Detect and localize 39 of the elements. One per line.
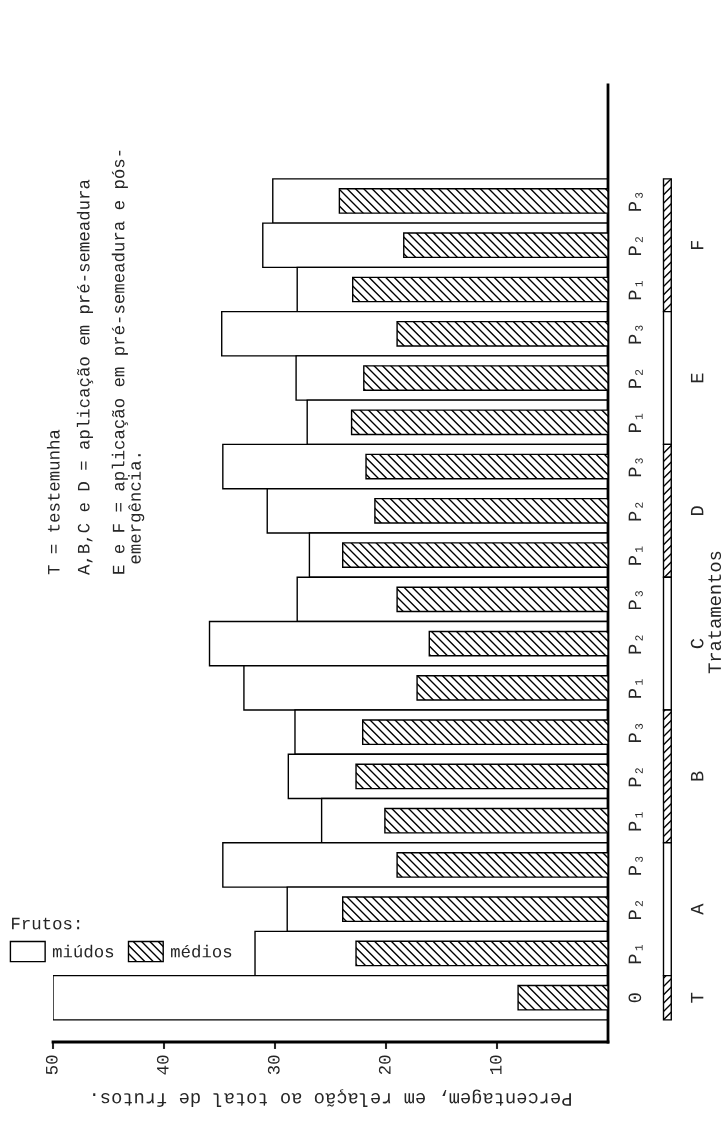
text: A xyxy=(690,903,704,915)
y-tick-label: P₃ xyxy=(628,192,643,211)
y-tick-label: P₁ xyxy=(628,812,643,831)
x-tick-label: 40 xyxy=(156,1055,169,1075)
y-tick-label: P₂ xyxy=(628,237,643,256)
x-tick-label: 10 xyxy=(489,1055,502,1075)
annotation: A,B,C e D = aplicação em pré-semeadura xyxy=(76,179,94,575)
y-tick-label: P₁ xyxy=(628,280,643,300)
text: B xyxy=(690,771,704,781)
text: E xyxy=(690,373,704,383)
y-tick-label: P₂ xyxy=(628,502,643,521)
x-axis-title: Percentagem, em relação ao total de frutos. xyxy=(93,1089,571,1107)
text: C xyxy=(690,638,704,649)
y-tick-label: P₂ xyxy=(628,768,643,787)
y-tick-label: P₂ xyxy=(628,635,643,654)
y-axis-title: Tratamentos xyxy=(708,551,722,674)
text: F xyxy=(690,240,704,250)
y-tick-label: P₁ xyxy=(628,679,643,698)
y-tick-label: P₁ xyxy=(628,944,643,964)
y-tick-label: P₁ xyxy=(628,413,643,433)
y-tick-label: P₃ xyxy=(628,856,643,875)
y-tick-label: P₃ xyxy=(628,325,643,344)
legend-title: Frutos: xyxy=(12,917,80,930)
y-tick-label: P₃ xyxy=(628,591,643,610)
annotation: T = testemunha xyxy=(46,429,60,575)
y-tick-label: P₁ xyxy=(628,546,643,565)
y-tick-label: P₃ xyxy=(628,723,643,742)
text: D xyxy=(690,506,704,515)
text: T xyxy=(690,992,704,1003)
y-tick-label: P₃ xyxy=(628,458,643,477)
annotation: E e F = aplicação em pré-semeadura e pós- emergência. xyxy=(111,150,145,574)
y-tick-label: P₂ xyxy=(628,369,643,388)
x-tick-label: 20 xyxy=(378,1055,391,1075)
y-tick-label: 0 xyxy=(628,993,642,1003)
legend-label: miúdos xyxy=(52,944,114,958)
y-tick-label: P₂ xyxy=(628,901,643,919)
x-tick-label: 50 xyxy=(45,1055,58,1075)
legend-label: médios xyxy=(170,944,232,958)
x-tick-label: 30 xyxy=(267,1055,280,1075)
